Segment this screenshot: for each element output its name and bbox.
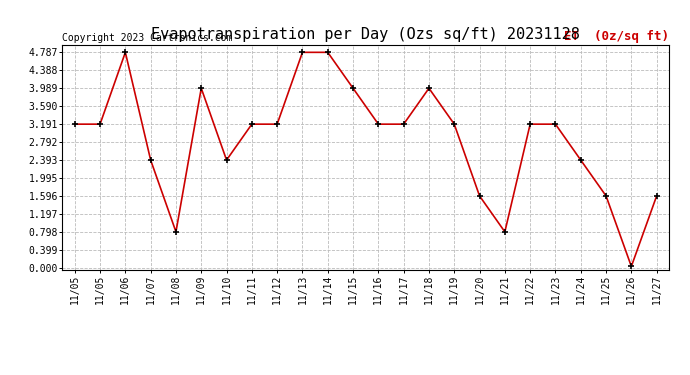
Title: Evapotranspiration per Day (Ozs sq/ft) 20231128: Evapotranspiration per Day (Ozs sq/ft) 2… xyxy=(151,27,580,42)
Text: Copyright 2023 Cartronics.com: Copyright 2023 Cartronics.com xyxy=(62,33,233,43)
Text: ET  (0z/sq ft): ET (0z/sq ft) xyxy=(564,30,669,43)
